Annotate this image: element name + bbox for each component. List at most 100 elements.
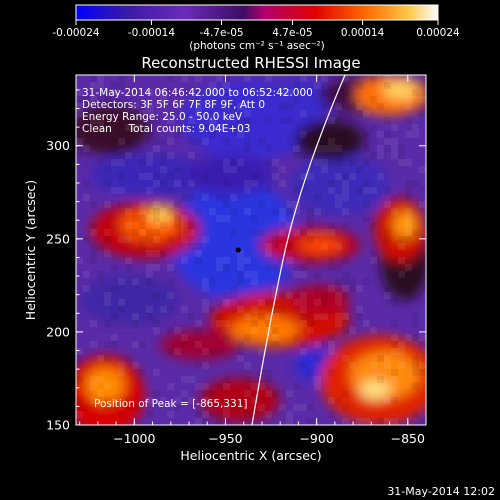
heatmap-pixel (258, 299, 265, 306)
heatmap-region (290, 285, 350, 315)
timestamp: 31-May-2014 12:02 (387, 485, 495, 498)
heatmap-pixel (384, 285, 391, 292)
heatmap-pixel (335, 152, 342, 159)
heatmap-pixel (195, 243, 202, 250)
heatmap-pixel (188, 152, 195, 159)
heatmap-pixel (321, 138, 328, 145)
heatmap-pixel (363, 159, 370, 166)
heatmap-pixel (160, 180, 167, 187)
heatmap-pixel (335, 145, 342, 152)
heatmap-pixel (146, 89, 153, 96)
heatmap-pixel (328, 341, 335, 348)
heatmap-pixel (223, 383, 230, 390)
heatmap-pixel (237, 271, 244, 278)
heatmap-pixel (237, 348, 244, 355)
colorbar-tick-label: -0.00024 (52, 27, 100, 39)
heatmap-pixel (377, 131, 384, 138)
heatmap-pixel (174, 131, 181, 138)
solar-limb-line (251, 75, 346, 425)
heatmap-pixel (223, 138, 230, 145)
heatmap-pixel (293, 208, 300, 215)
heatmap-pixel (251, 229, 258, 236)
heatmap-pixel (265, 243, 272, 250)
heatmap-pixel (223, 180, 230, 187)
heatmap-pixel (321, 243, 328, 250)
heatmap-pixel (419, 341, 426, 348)
heatmap-pixel (160, 397, 167, 404)
heatmap-pixel (300, 341, 307, 348)
heatmap-pixel (146, 236, 153, 243)
heatmap-pixel (76, 348, 83, 355)
heatmap-pixel (307, 236, 314, 243)
heatmap-pixel (300, 292, 307, 299)
heatmap-pixel (356, 82, 363, 89)
heatmap-pixel (125, 201, 132, 208)
heatmap-pixel (391, 194, 398, 201)
heatmap-pixel (146, 313, 153, 320)
heatmap-pixel (286, 418, 293, 425)
heatmap-pixel (160, 89, 167, 96)
heatmap-pixel (335, 201, 342, 208)
heatmap-pixel (293, 82, 300, 89)
heatmap-pixel (258, 138, 265, 145)
heatmap-pixel (370, 152, 377, 159)
heatmap-pixel (300, 75, 307, 82)
heatmap-pixel (209, 131, 216, 138)
heatmap-pixel (167, 292, 174, 299)
heatmap-pixel (286, 222, 293, 229)
heatmap-pixel (104, 250, 111, 257)
heatmap-pixel (202, 397, 209, 404)
heatmap-pixel (398, 257, 405, 264)
heatmap-pixel (342, 390, 349, 397)
heatmap-pixel (195, 110, 202, 117)
heatmap-pixel (230, 306, 237, 313)
heatmap-pixel (286, 411, 293, 418)
heatmap-pixel (118, 369, 125, 376)
heatmap-pixel (328, 180, 335, 187)
heatmap-pixel (132, 110, 139, 117)
heatmap-pixel (146, 278, 153, 285)
heatmap-pixel (104, 201, 111, 208)
heatmap-pixel (342, 173, 349, 180)
heatmap-pixel (363, 145, 370, 152)
heatmap-pixel (321, 313, 328, 320)
heatmap-pixel (328, 264, 335, 271)
heatmap-pixel (342, 222, 349, 229)
heatmap-pixel (76, 131, 83, 138)
heatmap-pixel (104, 236, 111, 243)
heatmap-pixel (300, 313, 307, 320)
heatmap-pixel (405, 187, 412, 194)
heatmap-pixel (244, 257, 251, 264)
heatmap-pixel (405, 103, 412, 110)
heatmap-pixel (363, 320, 370, 327)
annotation-time-range: 31-May-2014 06:46:42.000 to 06:52:42.000 (82, 87, 313, 99)
heatmap-pixel (328, 222, 335, 229)
colorbar-tick-label: -0.00014 (128, 27, 176, 39)
heatmap-pixel (132, 229, 139, 236)
heatmap-pixel (286, 243, 293, 250)
heatmap-pixel (188, 138, 195, 145)
heatmap-pixel (314, 376, 321, 383)
heatmap-pixel (300, 306, 307, 313)
heatmap-pixel (216, 194, 223, 201)
heatmap-pixel (97, 278, 104, 285)
y-axis-label: Heliocentric Y (arcsec) (23, 180, 38, 320)
heatmap-pixel (405, 159, 412, 166)
heatmap-pixel (356, 313, 363, 320)
heatmap-pixel (412, 278, 419, 285)
heatmap-pixel (265, 376, 272, 383)
heatmap-pixel (153, 327, 160, 334)
heatmap-pixel (223, 89, 230, 96)
heatmap-pixel (202, 194, 209, 201)
heatmap-pixel (83, 194, 90, 201)
heatmap-pixel (293, 89, 300, 96)
annotation-clean-counts: Clean Total counts: 9.04E+03 (82, 123, 251, 135)
heatmap-pixel (405, 117, 412, 124)
heatmap-pixel (349, 173, 356, 180)
heatmap-pixel (76, 152, 83, 159)
heatmap-pixel (167, 306, 174, 313)
heatmap-pixel (202, 348, 209, 355)
heatmap-pixel (104, 404, 111, 411)
heatmap-pixel (405, 222, 412, 229)
heatmap-pixel (146, 173, 153, 180)
